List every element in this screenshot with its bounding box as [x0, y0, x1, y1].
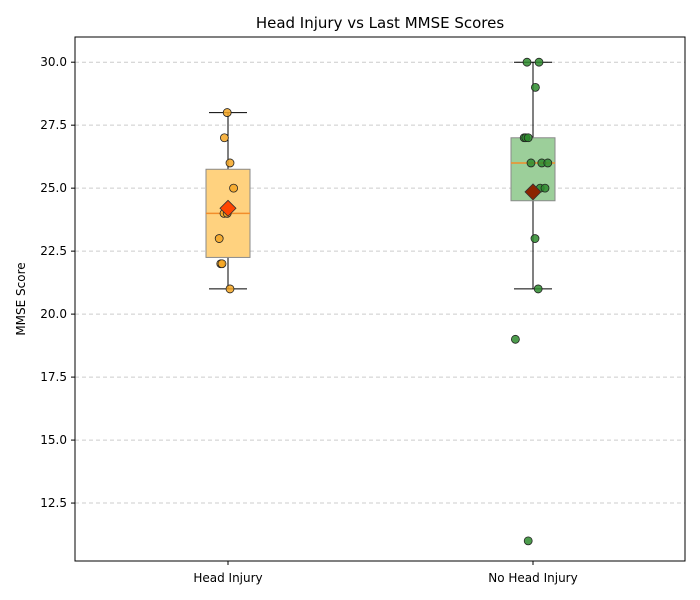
data-point: [229, 183, 239, 193]
y-tick-label: 27.5: [40, 118, 67, 132]
x-tick-label: No Head Injury: [488, 571, 577, 585]
data-point: [543, 158, 553, 168]
y-tick-label: 12.5: [40, 496, 67, 510]
grid-lines: [75, 61, 685, 504]
y-axis-title: MMSE Score: [14, 262, 28, 335]
y-tick-label: 20.0: [40, 307, 67, 321]
data-point: [225, 284, 235, 294]
data-point: [523, 536, 533, 546]
data-point: [533, 284, 543, 294]
data-point: [534, 57, 544, 67]
box-group: [205, 108, 251, 294]
data-point: [214, 234, 224, 243]
data-point: [531, 82, 540, 92]
data-point: [540, 183, 550, 193]
data-point: [222, 108, 232, 117]
data-point: [526, 158, 536, 168]
y-tick-label: 17.5: [40, 370, 67, 384]
y-axis-ticks: 12.5 15.0 17.5 20.0 22.5 25.0 27.5 30.0: [40, 55, 75, 510]
y-tick-label: 22.5: [40, 244, 67, 258]
data-point: [523, 133, 533, 143]
data-point: [511, 334, 520, 344]
plot-frame: [74, 36, 686, 562]
boxes: [205, 57, 556, 546]
chart-title: Head Injury vs Last MMSE Scores: [256, 14, 505, 32]
mean-marker: [219, 199, 237, 217]
data-point: [522, 57, 532, 67]
y-tick-label: 30.0: [40, 55, 67, 69]
x-axis-ticks: Head Injury No Head Injury: [193, 561, 578, 585]
data-point: [530, 234, 540, 243]
data-point: [217, 259, 227, 269]
y-tick-label: 15.0: [40, 433, 67, 447]
y-tick-label: 25.0: [40, 181, 67, 195]
data-point: [225, 158, 235, 168]
data-point: [219, 133, 229, 143]
x-tick-label: Head Injury: [193, 571, 262, 585]
box-group: [510, 57, 556, 546]
mean-marker: [524, 183, 542, 201]
